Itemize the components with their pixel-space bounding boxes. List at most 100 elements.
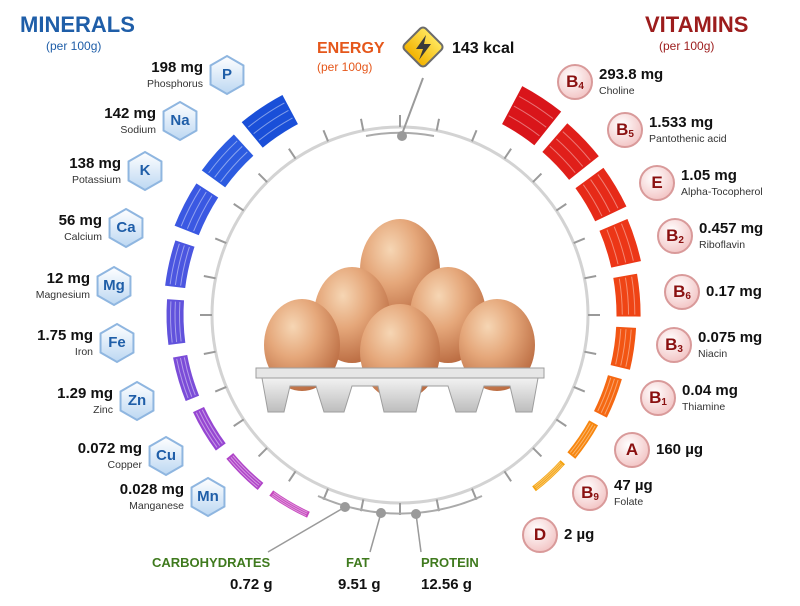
mineral-hex-icon xyxy=(99,322,135,364)
protein-value: 12.56 g xyxy=(421,576,472,593)
vitamin-letter: D xyxy=(523,525,557,545)
vitamin-bar xyxy=(598,217,643,269)
mineral-name: Manganese xyxy=(129,500,184,512)
vitamin-circle-icon xyxy=(664,274,700,310)
mineral-hex-icon xyxy=(108,207,144,249)
vitamin-letter: B4 xyxy=(558,72,592,92)
mineral-bar xyxy=(200,133,255,189)
macro-pointer-dot xyxy=(411,509,421,519)
vitamin-letter: B1 xyxy=(641,388,675,408)
mineral-bar xyxy=(267,489,312,519)
vitamin-letter-main: B xyxy=(566,72,579,91)
vitamin-bar xyxy=(609,325,638,371)
vitamin-bar xyxy=(574,166,628,223)
vitamin-subscript: 2 xyxy=(678,235,684,246)
mineral-name: Phosphorus xyxy=(146,78,203,90)
mineral-bar xyxy=(171,353,201,403)
vitamin-bar xyxy=(612,272,642,318)
macro-pointer-dot xyxy=(376,508,386,518)
fat-value: 9.51 g xyxy=(338,576,381,593)
vitamin-name: Folate xyxy=(614,496,644,508)
vitamin-badges xyxy=(522,64,700,553)
vitamin-subscript: 6 xyxy=(685,291,691,302)
mineral-name: Iron xyxy=(74,346,93,358)
mineral-amount: 1.75 mg xyxy=(37,327,93,344)
mineral-symbol: K xyxy=(139,162,151,179)
macro-pointer-dot xyxy=(340,502,350,512)
vitamin-amount: 0.457 mg xyxy=(699,220,764,237)
mineral-symbol: Mg xyxy=(103,277,125,294)
carbohydrates-value: 0.72 g xyxy=(230,576,273,593)
mineral-name: Potassium xyxy=(71,174,121,186)
vitamins-subtitle: (per 100g) xyxy=(659,39,715,53)
mineral-symbol: Ca xyxy=(116,219,136,236)
vitamin-letter: E xyxy=(640,173,674,193)
minerals-title: MINERALS xyxy=(20,12,135,37)
vitamin-name: Pantothenic acid xyxy=(649,133,727,145)
vitamin-letter-main: B xyxy=(616,120,629,139)
mineral-name: Sodium xyxy=(120,124,156,136)
mineral-hex-icon xyxy=(190,476,226,518)
vitamin-circle-icon xyxy=(607,112,643,148)
mineral-hex-icon xyxy=(148,435,184,477)
vitamin-letter-main: B xyxy=(673,282,686,301)
macro-pointer-line xyxy=(415,513,422,553)
mineral-symbol: Na xyxy=(170,112,190,129)
mineral-name: Copper xyxy=(107,459,142,471)
vitamin-amount: 293.8 mg xyxy=(599,66,664,83)
mineral-amount: 138 mg xyxy=(69,155,121,172)
mineral-amount: 56 mg xyxy=(58,212,102,229)
mineral-bar xyxy=(173,181,220,237)
lightning-icon xyxy=(402,26,444,68)
vitamin-subscript: 1 xyxy=(661,397,667,408)
vitamin-subscript: 9 xyxy=(593,492,599,503)
vitamin-name: Thiamine xyxy=(682,401,726,413)
vitamin-bar xyxy=(500,84,563,147)
mineral-hex-icon xyxy=(96,265,132,307)
macro-pointer-line xyxy=(267,506,346,553)
vitamin-name: Choline xyxy=(599,85,635,97)
vitamin-bar xyxy=(541,121,601,182)
vitamin-circle-icon xyxy=(657,218,693,254)
mineral-name: Magnesium xyxy=(35,289,90,301)
mineral-hex-icon xyxy=(127,150,163,192)
mineral-bar xyxy=(165,298,187,347)
mineral-hex-icon xyxy=(209,54,245,96)
vitamin-name: Niacin xyxy=(698,348,728,360)
vitamin-circle-icon xyxy=(639,165,675,201)
carbohydrates-label: CARBOHYDRATES xyxy=(152,555,271,570)
vitamin-letter-main: B xyxy=(665,335,678,354)
eggs-illustration xyxy=(255,219,545,413)
energy-subtitle: (per 100g) xyxy=(317,60,373,74)
vitamin-letter-main: E xyxy=(651,173,663,192)
vitamin-letter: A xyxy=(615,440,649,460)
vitamin-letter-main: A xyxy=(625,440,639,459)
energy-title: ENERGY xyxy=(317,40,385,57)
vitamin-name: Riboflavin xyxy=(699,239,746,251)
outer-ring xyxy=(200,77,600,515)
vitamin-letter-main: B xyxy=(649,388,662,407)
vitamin-amount: 160 µg xyxy=(656,441,703,458)
vitamin-subscript: 5 xyxy=(628,129,634,140)
vitamin-letter: B5 xyxy=(608,120,642,140)
vitamin-amount: 1.05 mg xyxy=(681,167,737,184)
vitamin-letter-main: B xyxy=(581,483,594,502)
vitamins-title: VITAMINS xyxy=(645,12,749,37)
mineral-amount: 0.028 mg xyxy=(119,481,184,498)
vitamin-letter-main: D xyxy=(533,525,547,544)
vitamin-bar xyxy=(592,373,624,419)
mineral-bars xyxy=(164,93,312,519)
mineral-amount: 12 mg xyxy=(46,270,90,287)
mineral-badges xyxy=(96,54,245,518)
mineral-name: Calcium xyxy=(64,231,102,243)
mineral-symbol: Mn xyxy=(197,488,219,505)
vitamin-amount: 2 µg xyxy=(564,526,595,543)
vitamin-amount: 47 µg xyxy=(614,477,653,494)
vitamin-amount: 0.04 mg xyxy=(682,382,738,399)
mineral-symbol: Fe xyxy=(108,334,126,351)
vitamin-letter: B3 xyxy=(657,335,691,355)
mineral-amount: 0.072 mg xyxy=(77,440,142,457)
fat-label: FAT xyxy=(346,555,370,570)
vitamin-circle-icon xyxy=(557,64,593,100)
